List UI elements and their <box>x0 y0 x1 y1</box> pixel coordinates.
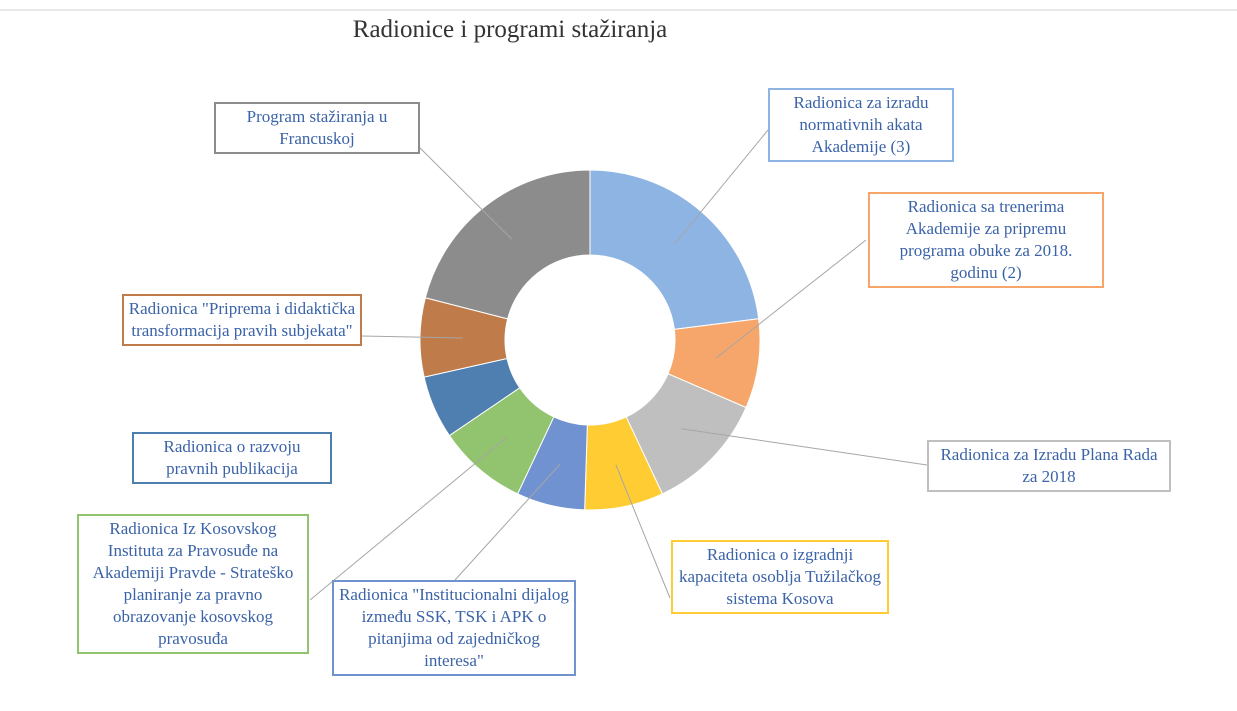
leader-line <box>681 428 928 466</box>
leader-line <box>360 335 463 339</box>
slice-label: Radionica za Izradu Plana Rada za 2018 <box>927 440 1171 492</box>
leader-line <box>715 239 867 359</box>
slice-label: Radionica sa trenerima Akademije za prip… <box>868 192 1104 288</box>
leader-line <box>615 464 671 599</box>
chart-title: Radionice i programi stažiranja <box>352 16 668 43</box>
donut-slice <box>424 169 591 320</box>
leader-line <box>454 463 561 581</box>
slice-label: Radionica "Institucionalni dijalog izmeđ… <box>332 580 576 676</box>
donut-slice <box>589 169 760 330</box>
slice-label: Radionica Iz Kosovskog Instituta za Prav… <box>77 514 309 654</box>
slice-label: Radionica o izgradnji kapaciteta osoblja… <box>671 540 889 614</box>
slice-label: Program stažiranja u Francuskoj <box>214 102 420 154</box>
leader-lines <box>309 129 928 601</box>
slice-label: Radionica "Priprema i didaktička transfo… <box>122 294 362 346</box>
leader-line <box>673 129 769 245</box>
slice-label: Radionica za izradu normativnih akata Ak… <box>768 88 954 162</box>
leader-line <box>309 436 508 601</box>
leader-line <box>411 139 513 240</box>
slice-label: Radionica o razvoju pravnih publikacija <box>132 432 332 484</box>
